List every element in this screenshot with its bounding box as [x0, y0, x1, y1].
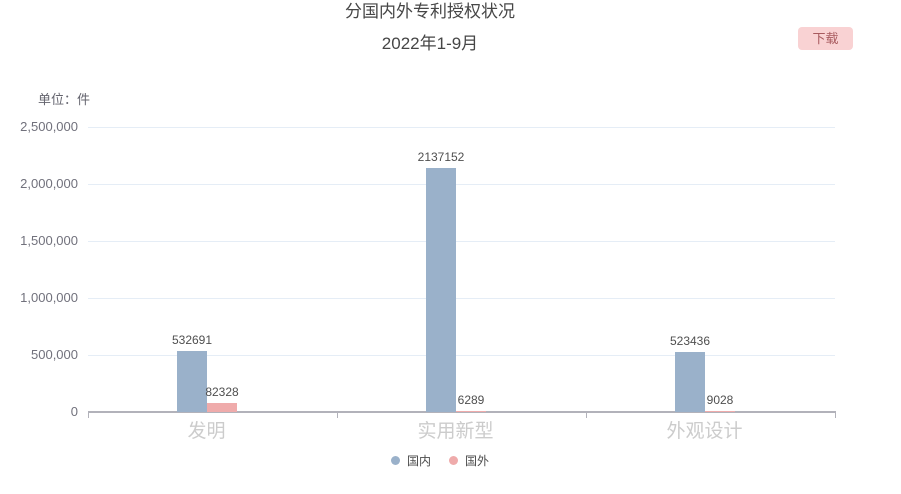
bar-value-label: 532691 [171, 333, 213, 347]
bar-domestic[interactable] [426, 168, 456, 412]
bar-value-label: 2137152 [417, 150, 465, 164]
x-axis-line [88, 411, 836, 413]
gridline [88, 241, 835, 242]
download-button[interactable]: 下载 [798, 27, 853, 50]
y-axis-tick-label: 1,500,000 [20, 233, 78, 248]
legend-label: 国外 [465, 453, 490, 468]
legend: 国内 国外 [0, 451, 880, 469]
legend-item-foreign[interactable]: 国外 [449, 452, 489, 469]
x-axis-tick [337, 413, 338, 418]
legend-dot-domestic-icon [390, 455, 400, 465]
bar-value-label: 523436 [669, 334, 711, 348]
bar-foreign[interactable] [456, 411, 486, 412]
bar-value-label: 82328 [205, 385, 239, 399]
x-axis-category-label: 实用新型 [417, 421, 494, 442]
legend-label: 国内 [406, 453, 431, 468]
x-axis-category-label: 发明 [187, 421, 226, 442]
x-axis-tick [586, 413, 587, 418]
y-axis-tick-label: 500,000 [31, 347, 78, 362]
legend-item-domestic[interactable]: 国内 [390, 452, 431, 469]
bar-value-label: 9028 [706, 393, 734, 407]
y-axis-tick-label: 2,500,000 [20, 119, 78, 134]
legend-dot-foreign-icon [449, 455, 458, 465]
y-axis-tick-label: 1,000,000 [20, 290, 78, 305]
gridline [88, 184, 835, 185]
bar-foreign[interactable] [207, 403, 237, 412]
x-axis-tick [88, 413, 89, 418]
x-axis-tick [835, 413, 836, 418]
y-axis-tick-label: 2,000,000 [20, 176, 78, 191]
gridline [88, 298, 835, 299]
gridline [88, 355, 835, 356]
bar-foreign[interactable] [705, 411, 735, 412]
unit-label: 单位：件 [38, 92, 91, 107]
y-axis-tick-label: 0 [70, 404, 78, 419]
gridline [88, 127, 835, 128]
bar-value-label: 6289 [457, 393, 485, 407]
x-axis-category-label: 外观设计 [666, 421, 743, 442]
bar-domestic[interactable] [177, 351, 207, 412]
bar-domestic[interactable] [675, 352, 705, 412]
